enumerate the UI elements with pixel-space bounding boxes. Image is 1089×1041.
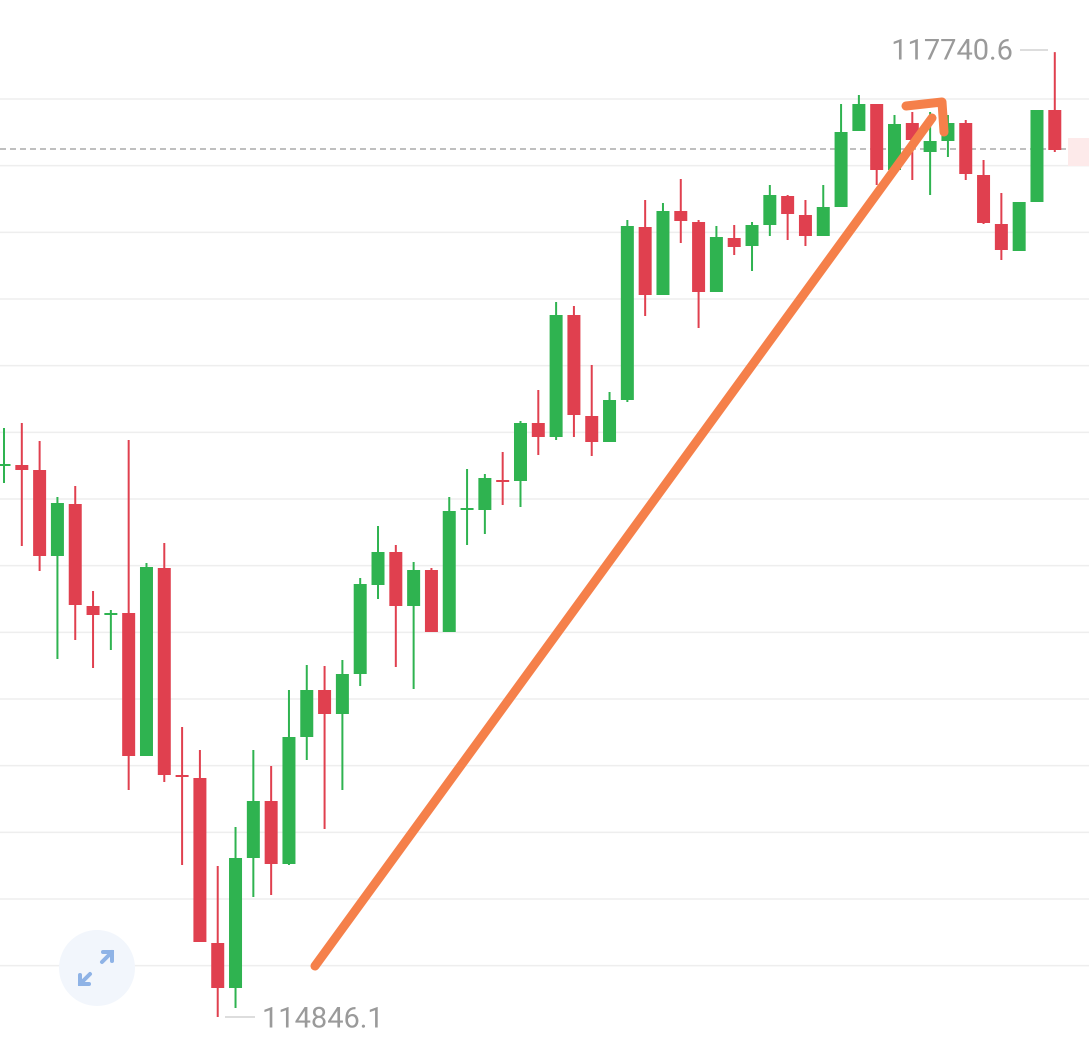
candle-body (620, 226, 634, 400)
candle-body (33, 470, 47, 556)
expand-icon (78, 950, 114, 986)
candle-body (567, 315, 581, 415)
candle-body (86, 606, 100, 615)
candle-body (104, 613, 118, 615)
expand-button[interactable] (59, 930, 135, 1006)
candle-body (834, 132, 848, 207)
candle-body (318, 690, 332, 714)
trend-arrow-head (901, 97, 949, 137)
candle-body (727, 238, 741, 247)
trend-arrow (310, 113, 937, 971)
candle-body (282, 737, 296, 864)
candle-body (478, 478, 492, 510)
candle-body (1030, 110, 1044, 202)
candle-body (407, 570, 421, 606)
candle-body (513, 423, 527, 481)
candle-body (50, 503, 64, 556)
candle-body (959, 123, 973, 174)
candle-body (692, 222, 706, 292)
candle-body (1012, 202, 1026, 251)
candle-body (531, 423, 545, 437)
candle-body (139, 567, 153, 756)
candle-body (157, 568, 171, 775)
candle-body (0, 464, 11, 466)
candle-body (68, 504, 82, 605)
candle-body (175, 775, 189, 777)
candle-body (994, 224, 1008, 250)
candle-body (870, 104, 884, 170)
candle-body (496, 480, 510, 482)
candle-body (300, 690, 314, 737)
candle-body (442, 511, 456, 632)
candle-body (674, 211, 688, 221)
candle-body (603, 400, 617, 442)
candle-body (638, 227, 652, 295)
candle-body (709, 237, 723, 292)
candle-body (816, 207, 830, 236)
candle-body (460, 508, 474, 510)
candle-body (798, 215, 812, 236)
candle-body (763, 195, 777, 225)
candle-body (335, 674, 349, 714)
candle-body (656, 211, 670, 295)
candle-body (781, 196, 795, 214)
candle-body (264, 801, 278, 864)
candle-body (852, 104, 866, 131)
candle-body (1048, 110, 1062, 150)
min-label: 114846.1 (262, 1002, 384, 1036)
price-tag (1068, 138, 1089, 166)
candle-body (246, 801, 260, 858)
candle-body (193, 778, 207, 942)
candle-body (15, 465, 29, 470)
candle-body (424, 570, 438, 632)
candle-body (923, 141, 937, 152)
candle-body (389, 552, 403, 606)
candle-body (122, 613, 136, 756)
max-label: 117740.6 (891, 34, 1013, 68)
candle-body (371, 552, 385, 585)
candle-body (229, 858, 243, 988)
candle-body (211, 943, 225, 988)
candle-body (585, 416, 599, 442)
candle-body (549, 315, 563, 437)
candle-body (353, 584, 367, 674)
candle-body (977, 175, 991, 223)
candle-body (745, 225, 759, 246)
